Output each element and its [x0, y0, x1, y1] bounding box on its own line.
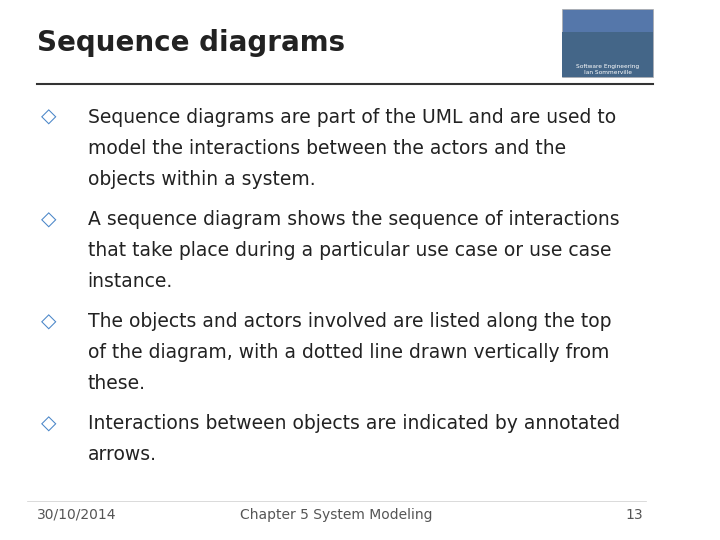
Bar [562, 9, 653, 77]
Text: objects within a system.: objects within a system. [88, 170, 315, 188]
Text: A sequence diagram shows the sequence of interactions: A sequence diagram shows the sequence of… [88, 210, 619, 229]
Text: 13: 13 [626, 508, 643, 522]
Text: instance.: instance. [88, 272, 173, 291]
Text: Chapter 5 System Modeling: Chapter 5 System Modeling [240, 508, 433, 522]
Text: arrows.: arrows. [88, 445, 156, 464]
Text: ◇: ◇ [41, 414, 56, 433]
Text: 30/10/2014: 30/10/2014 [37, 508, 117, 522]
Text: Sequence diagrams: Sequence diagrams [37, 29, 345, 57]
Text: ◇: ◇ [41, 108, 56, 127]
Text: Interactions between objects are indicated by annotated: Interactions between objects are indicat… [88, 414, 620, 433]
Text: Software Engineering
Ian Sommerville: Software Engineering Ian Sommerville [576, 64, 639, 75]
Text: The objects and actors involved are listed along the top: The objects and actors involved are list… [88, 312, 611, 331]
Text: Sequence diagrams are part of the UML and are used to: Sequence diagrams are part of the UML an… [88, 108, 616, 127]
Text: ◇: ◇ [41, 210, 56, 229]
Text: of the diagram, with a dotted line drawn vertically from: of the diagram, with a dotted line drawn… [88, 343, 609, 362]
Bar [562, 32, 653, 77]
Text: model the interactions between the actors and the: model the interactions between the actor… [88, 139, 566, 158]
Text: ◇: ◇ [41, 312, 56, 331]
Text: that take place during a particular use case or use case: that take place during a particular use … [88, 241, 611, 260]
Text: these.: these. [88, 374, 145, 393]
